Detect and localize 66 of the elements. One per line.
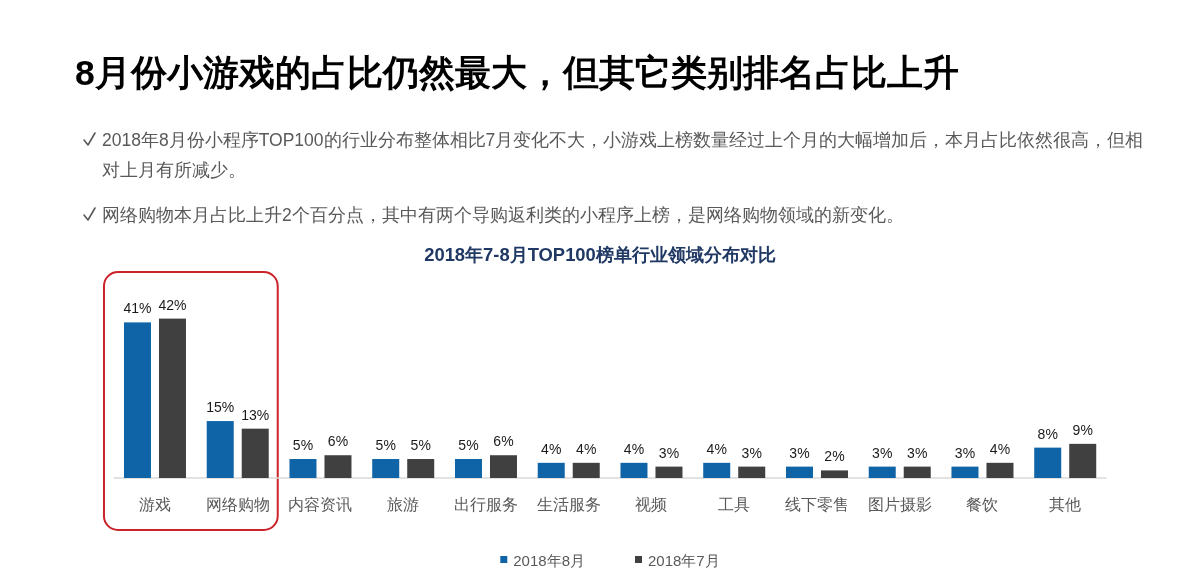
bar xyxy=(372,459,400,478)
x-tick-label: 其他 xyxy=(1049,495,1082,513)
data-label: 4% xyxy=(541,440,562,457)
bar xyxy=(123,322,151,478)
bar xyxy=(241,428,269,478)
data-label: 2% xyxy=(824,448,845,465)
data-label: 42% xyxy=(158,296,187,313)
data-label: 4% xyxy=(706,440,727,457)
bar xyxy=(407,459,435,478)
x-tick-label: 图片摄影 xyxy=(867,495,932,513)
x-tick-label: 内容资讯 xyxy=(288,495,353,513)
bar xyxy=(206,421,234,478)
data-label: 8% xyxy=(1037,425,1058,442)
data-label: 4% xyxy=(576,440,597,457)
x-tick-label: 餐饮 xyxy=(966,495,999,513)
bar xyxy=(655,466,683,478)
data-label: 4% xyxy=(623,440,645,457)
data-label: 3% xyxy=(741,444,762,461)
data-label: 15% xyxy=(206,399,235,416)
chart-title: 8月份小游戏的占比仍然最大，但其它类别排名占比上升 xyxy=(75,53,959,93)
text: 网络购物本月占比上升2个百分点，其中有两个导购返利类的小程序上榜，是网络购物领域的新变化。 xyxy=(102,205,904,225)
data-label: 9% xyxy=(1072,421,1093,438)
legend-label: 2018年8月 xyxy=(513,551,586,569)
x-tick-label: 线下零售 xyxy=(784,495,849,513)
data-label: 6% xyxy=(327,433,349,450)
text: 2018年8月份小程序TOP100的行业分布整体相比7月变化不大，小游戏上榜数量经过上个月的大幅增加后，本月占比依然很高，但相对上月有所减少。 xyxy=(102,130,1144,180)
x-tick-label: 游戏 xyxy=(138,495,171,513)
data-label: 41% xyxy=(123,300,152,317)
data-label: 4% xyxy=(989,440,1011,457)
bar xyxy=(986,462,1014,478)
bar xyxy=(454,459,482,478)
bar xyxy=(324,455,352,478)
bar xyxy=(903,466,931,478)
data-label: 3% xyxy=(872,444,893,461)
data-label: 3% xyxy=(954,444,976,461)
data-label: 5% xyxy=(410,437,431,454)
x-tick-label: 出行服务 xyxy=(453,495,518,513)
bar xyxy=(738,466,766,478)
data-label: 3% xyxy=(789,444,810,461)
bar xyxy=(868,466,896,478)
bar xyxy=(289,459,317,478)
x-tick-label: 工具 xyxy=(718,495,751,513)
x-tick-label: 生活服务 xyxy=(536,495,601,513)
data-label: 5% xyxy=(292,437,314,454)
bar xyxy=(572,462,600,478)
chart-subtitle: 2018年7-8月TOP100榜单行业领域分布对比 xyxy=(424,243,776,265)
bar xyxy=(489,455,517,478)
data-label: 5% xyxy=(458,437,479,454)
x-tick-label: 网络购物 xyxy=(205,495,270,513)
data-label: 3% xyxy=(658,444,680,461)
bar xyxy=(820,470,848,478)
data-label: 6% xyxy=(493,433,514,450)
legend-label: 2018年7月 xyxy=(648,551,720,569)
data-label: 5% xyxy=(375,437,396,454)
x-tick-label: 视频 xyxy=(635,495,668,513)
bar xyxy=(951,466,979,478)
x-tick-label: 旅游 xyxy=(387,495,420,513)
bar xyxy=(703,462,731,478)
bar xyxy=(785,466,813,478)
bar xyxy=(620,462,648,478)
bar xyxy=(1034,447,1062,478)
bar xyxy=(158,318,186,478)
bar xyxy=(537,462,565,478)
data-label: 3% xyxy=(907,444,928,461)
bar xyxy=(1069,443,1097,478)
data-label: 13% xyxy=(241,406,270,423)
